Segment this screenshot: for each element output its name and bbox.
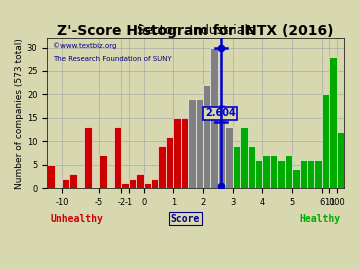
Bar	[62, 179, 69, 188]
Bar	[233, 146, 240, 188]
Bar	[300, 160, 307, 188]
Bar	[225, 127, 233, 188]
Bar	[255, 160, 262, 188]
Bar	[211, 48, 218, 188]
Bar	[114, 127, 121, 188]
Bar	[292, 169, 300, 188]
Text: Score: Score	[171, 214, 200, 224]
Bar	[151, 179, 158, 188]
Bar	[218, 104, 225, 188]
Y-axis label: Number of companies (573 total): Number of companies (573 total)	[15, 38, 24, 188]
Bar	[129, 179, 136, 188]
Text: ©www.textbiz.org: ©www.textbiz.org	[53, 43, 116, 49]
Bar	[285, 155, 292, 188]
Bar	[248, 146, 255, 188]
Bar	[99, 155, 107, 188]
Bar	[240, 127, 248, 188]
Bar	[136, 174, 144, 188]
Title: Z'-Score Histogram for INTX (2016): Z'-Score Histogram for INTX (2016)	[57, 24, 334, 38]
Bar	[47, 165, 55, 188]
Bar	[203, 85, 211, 188]
Text: Healthy: Healthy	[300, 214, 341, 224]
Bar	[166, 137, 173, 188]
Text: Unhealthy: Unhealthy	[50, 214, 103, 224]
Bar	[314, 160, 322, 188]
Bar	[173, 118, 181, 188]
Bar	[329, 57, 337, 188]
Bar	[270, 155, 277, 188]
Bar	[121, 183, 129, 188]
Bar	[262, 155, 270, 188]
Bar	[69, 174, 77, 188]
Bar	[307, 160, 314, 188]
Bar	[188, 99, 195, 188]
Bar	[84, 127, 92, 188]
Text: Sector:  Industrials: Sector: Industrials	[137, 24, 255, 37]
Bar	[195, 99, 203, 188]
Bar	[158, 146, 166, 188]
Bar	[337, 132, 344, 188]
Bar	[144, 183, 151, 188]
Text: The Research Foundation of SUNY: The Research Foundation of SUNY	[53, 56, 172, 62]
Bar	[322, 94, 329, 188]
Bar	[277, 160, 285, 188]
Text: 2.604: 2.604	[205, 108, 235, 118]
Bar	[181, 118, 188, 188]
